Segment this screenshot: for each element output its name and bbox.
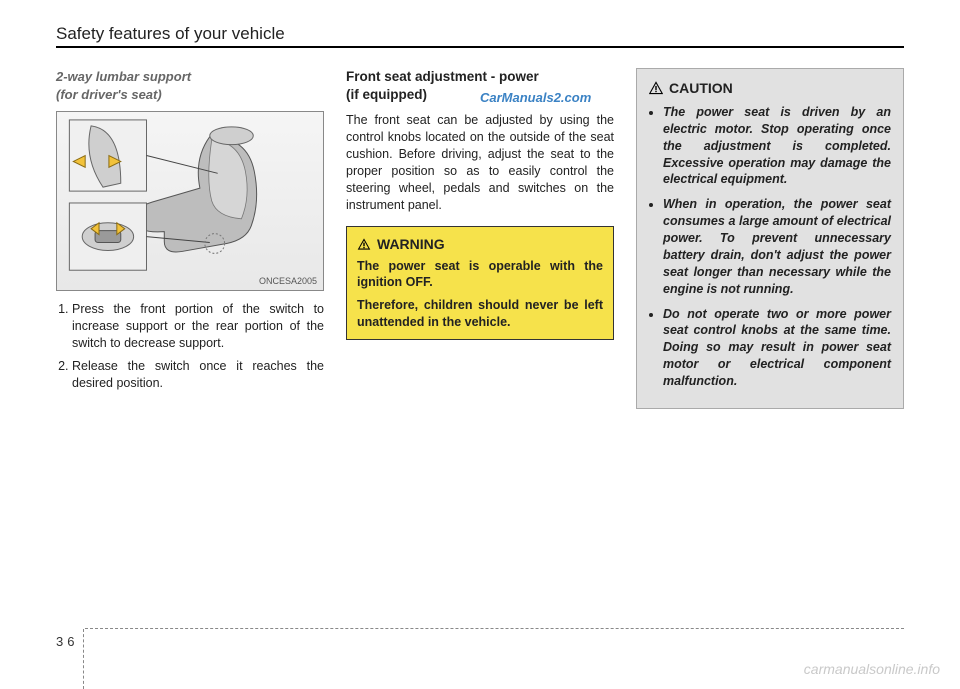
- step-1: Press the front portion of the switch to…: [72, 301, 324, 352]
- caution-title-row: CAUTION: [649, 79, 891, 98]
- warning-box: WARNING The power seat is operable with …: [346, 226, 614, 340]
- watermark-top: CarManuals2.com: [480, 90, 591, 105]
- warning-title-row: WARNING: [357, 235, 603, 254]
- lumbar-subheading: 2-way lumbar support (for driver's seat): [56, 68, 324, 103]
- content-columns: 2-way lumbar support (for driver's seat): [56, 68, 904, 409]
- caution-title: CAUTION: [669, 79, 733, 98]
- section-title: Safety features of your vehicle: [56, 24, 904, 44]
- lumbar-steps: Press the front portion of the switch to…: [56, 301, 324, 391]
- caution-bullet-1: The power seat is driven by an electric …: [663, 104, 891, 188]
- footer-rule: [85, 628, 904, 629]
- column-1: 2-way lumbar support (for driver's seat): [56, 68, 324, 409]
- heading-line1: Front seat adjustment - power: [346, 69, 539, 84]
- heading-line2: (if equipped): [346, 87, 427, 102]
- caution-icon: [649, 81, 663, 95]
- watermark-bottom: carmanualsonline.info: [804, 661, 940, 677]
- subheading-line2: (for driver's seat): [56, 87, 162, 102]
- header-rule: [56, 46, 904, 48]
- manual-page: Safety features of your vehicle CarManua…: [0, 0, 960, 689]
- chapter-number: 3: [56, 634, 67, 649]
- lumbar-figure: ONCESA2005: [56, 111, 324, 291]
- caution-bullet-2: When in operation, the power seat consum…: [663, 196, 891, 297]
- seat-illustration: [57, 112, 323, 290]
- caution-box: CAUTION The power seat is driven by an e…: [636, 68, 904, 409]
- caution-bullet-3: Do not operate two or more power seat co…: [663, 306, 891, 390]
- page-number: 36: [56, 634, 78, 649]
- column-2: Front seat adjustment - power (if equipp…: [346, 68, 614, 409]
- power-body: The front seat can be adjusted by using …: [346, 112, 614, 213]
- step-2: Release the switch once it reaches the d…: [72, 358, 324, 392]
- warning-icon: [357, 237, 371, 251]
- warning-title: WARNING: [377, 235, 445, 254]
- footer-vdash: [83, 629, 84, 689]
- warning-p1: The power seat is operable with the igni…: [357, 258, 603, 292]
- figure-code: ONCESA2005: [259, 275, 317, 287]
- column-3: CAUTION The power seat is driven by an e…: [636, 68, 904, 409]
- caution-list: The power seat is driven by an electric …: [649, 104, 891, 390]
- page-number-value: 6: [67, 634, 78, 649]
- warning-p2: Therefore, children should never be left…: [357, 297, 603, 331]
- subheading-line1: 2-way lumbar support: [56, 69, 191, 84]
